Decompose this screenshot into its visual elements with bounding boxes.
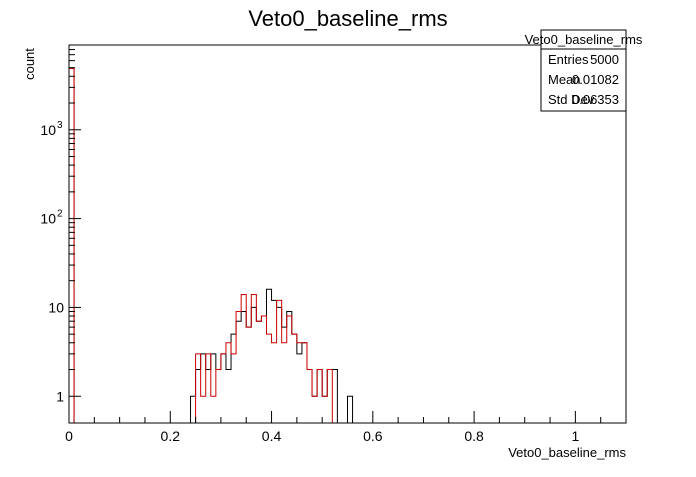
stats-row-label: Entries xyxy=(548,52,589,67)
stats-row-label: Std Dev xyxy=(548,92,595,107)
x-tick-label: 0.8 xyxy=(464,428,484,444)
stats-box-frame xyxy=(540,29,627,112)
x-tick-label: 0 xyxy=(65,428,73,444)
plot-area xyxy=(69,68,354,423)
y-tick-exponent: 3 xyxy=(57,120,63,131)
histogram-series-1 xyxy=(69,68,354,423)
x-axis-title: Veto0_baseline_rms xyxy=(508,445,626,460)
x-tick-label: 0.2 xyxy=(161,428,181,444)
y-axis-title: count xyxy=(22,48,37,80)
y-tick-label: 10 xyxy=(48,299,64,315)
y-tick-exponent: 2 xyxy=(57,209,63,220)
stats-box-title: Veto0_baseline_rms xyxy=(525,32,643,47)
stats-row-value: 5000 xyxy=(590,52,619,67)
stats-box: Veto0_baseline_rms Entries 5000 Mean0.01082… xyxy=(525,29,643,112)
y-tick-label: 10 xyxy=(40,122,56,138)
chart-title: Veto0_baseline_rms xyxy=(248,6,447,31)
y-tick-label: 1 xyxy=(56,388,64,404)
stats-row-value: 0.01082 xyxy=(572,72,619,87)
y-tick-label: 10 xyxy=(40,211,56,227)
histogram-series-2 xyxy=(69,68,333,423)
x-tick-label: 1 xyxy=(571,428,579,444)
x-tick-label: 0.6 xyxy=(363,428,383,444)
stats-row-value: 0.06353 xyxy=(572,92,619,107)
x-tick-label: 0.4 xyxy=(262,428,282,444)
stats-row-label: Mean xyxy=(548,72,581,87)
